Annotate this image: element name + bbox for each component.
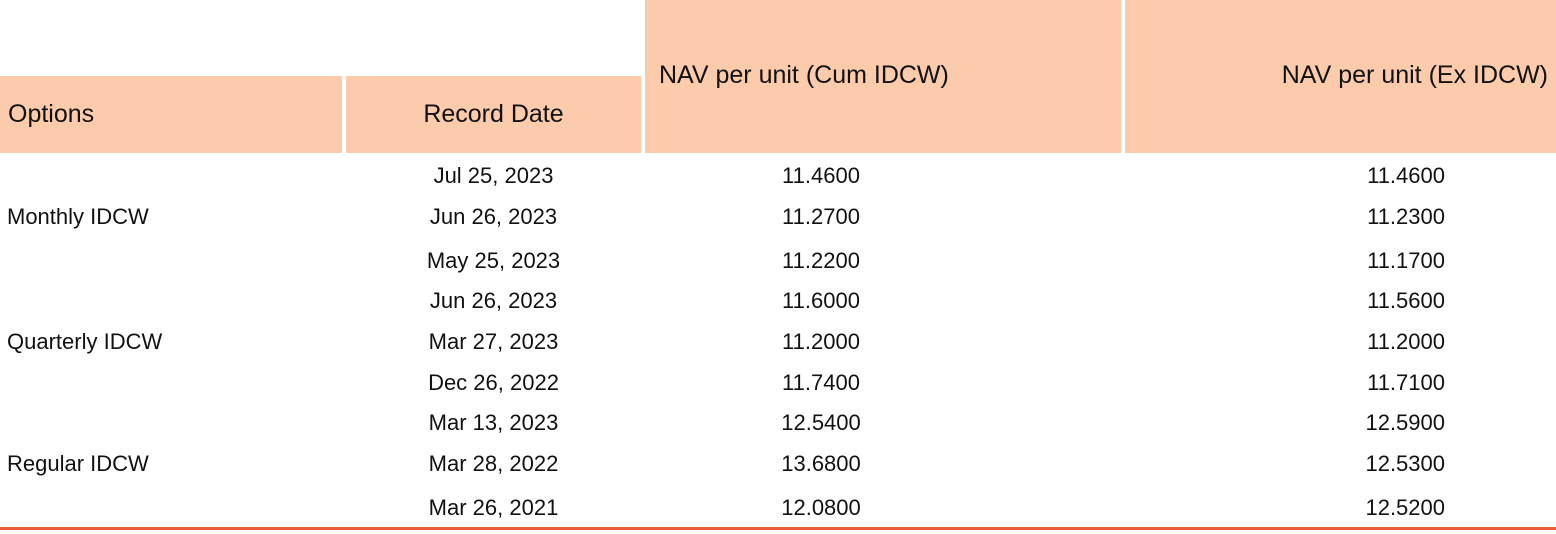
header-record-date-label: Record Date [423, 100, 564, 128]
header-nav-cum-label: NAV per unit (Cum IDCW) [659, 61, 949, 89]
header-options: Options [0, 76, 342, 153]
nav-cum-cell: 11.2200 [782, 248, 860, 273]
nav-ex-cell: 11.4600 [1367, 163, 1445, 188]
option-label: Regular IDCW [7, 451, 149, 476]
nav-ex-cell: 12.5900 [1365, 410, 1445, 435]
record-date-cell: Mar 27, 2023 [428, 329, 559, 354]
record-date-cell: Mar 13, 2023 [428, 410, 559, 435]
option-label: Monthly IDCW [7, 204, 149, 229]
nav-ex-cell: 11.2300 [1367, 204, 1445, 229]
nav-ex-cell: 12.5200 [1365, 495, 1445, 520]
nav-ex-cell: 11.1700 [1367, 248, 1445, 273]
header-nav-ex: NAV per unit (Ex IDCW) [1125, 0, 1556, 153]
header-options-label: Options [8, 100, 95, 128]
record-date-cell: May 25, 2023 [426, 248, 561, 273]
record-date-cell: Jun 26, 2023 [429, 288, 558, 313]
bottom-rule [0, 527, 1556, 530]
nav-ex-cell: 11.2000 [1367, 329, 1445, 354]
header-nav-cum: NAV per unit (Cum IDCW) [645, 0, 1121, 153]
record-date-cell: Mar 26, 2021 [428, 495, 559, 520]
header-nav-ex-label: NAV per unit (Ex IDCW) [1281, 61, 1548, 89]
nav-cum-cell: 13.6800 [781, 451, 861, 476]
nav-cum-cell: 12.0800 [781, 495, 861, 520]
option-label: Quarterly IDCW [7, 329, 163, 354]
record-date-cell: Jul 25, 2023 [433, 163, 554, 188]
nav-cum-cell: 11.6000 [782, 288, 860, 313]
record-date-cell: Dec 26, 2022 [428, 370, 559, 395]
nav-ex-cell: 11.7100 [1367, 370, 1445, 395]
record-date-cell: Mar 28, 2022 [428, 451, 559, 476]
nav-cum-cell: 11.7400 [782, 370, 860, 395]
nav-ex-cell: 12.5300 [1365, 451, 1445, 476]
header-record-date: Record Date [346, 76, 641, 153]
nav-cum-cell: 12.5400 [781, 410, 861, 435]
nav-ex-cell: 11.5600 [1367, 288, 1445, 313]
record-date-cell: Jun 26, 2023 [429, 204, 558, 229]
nav-cum-cell: 11.2000 [782, 329, 860, 354]
nav-cum-cell: 11.2700 [782, 204, 860, 229]
nav-cum-cell: 11.4600 [782, 163, 860, 188]
